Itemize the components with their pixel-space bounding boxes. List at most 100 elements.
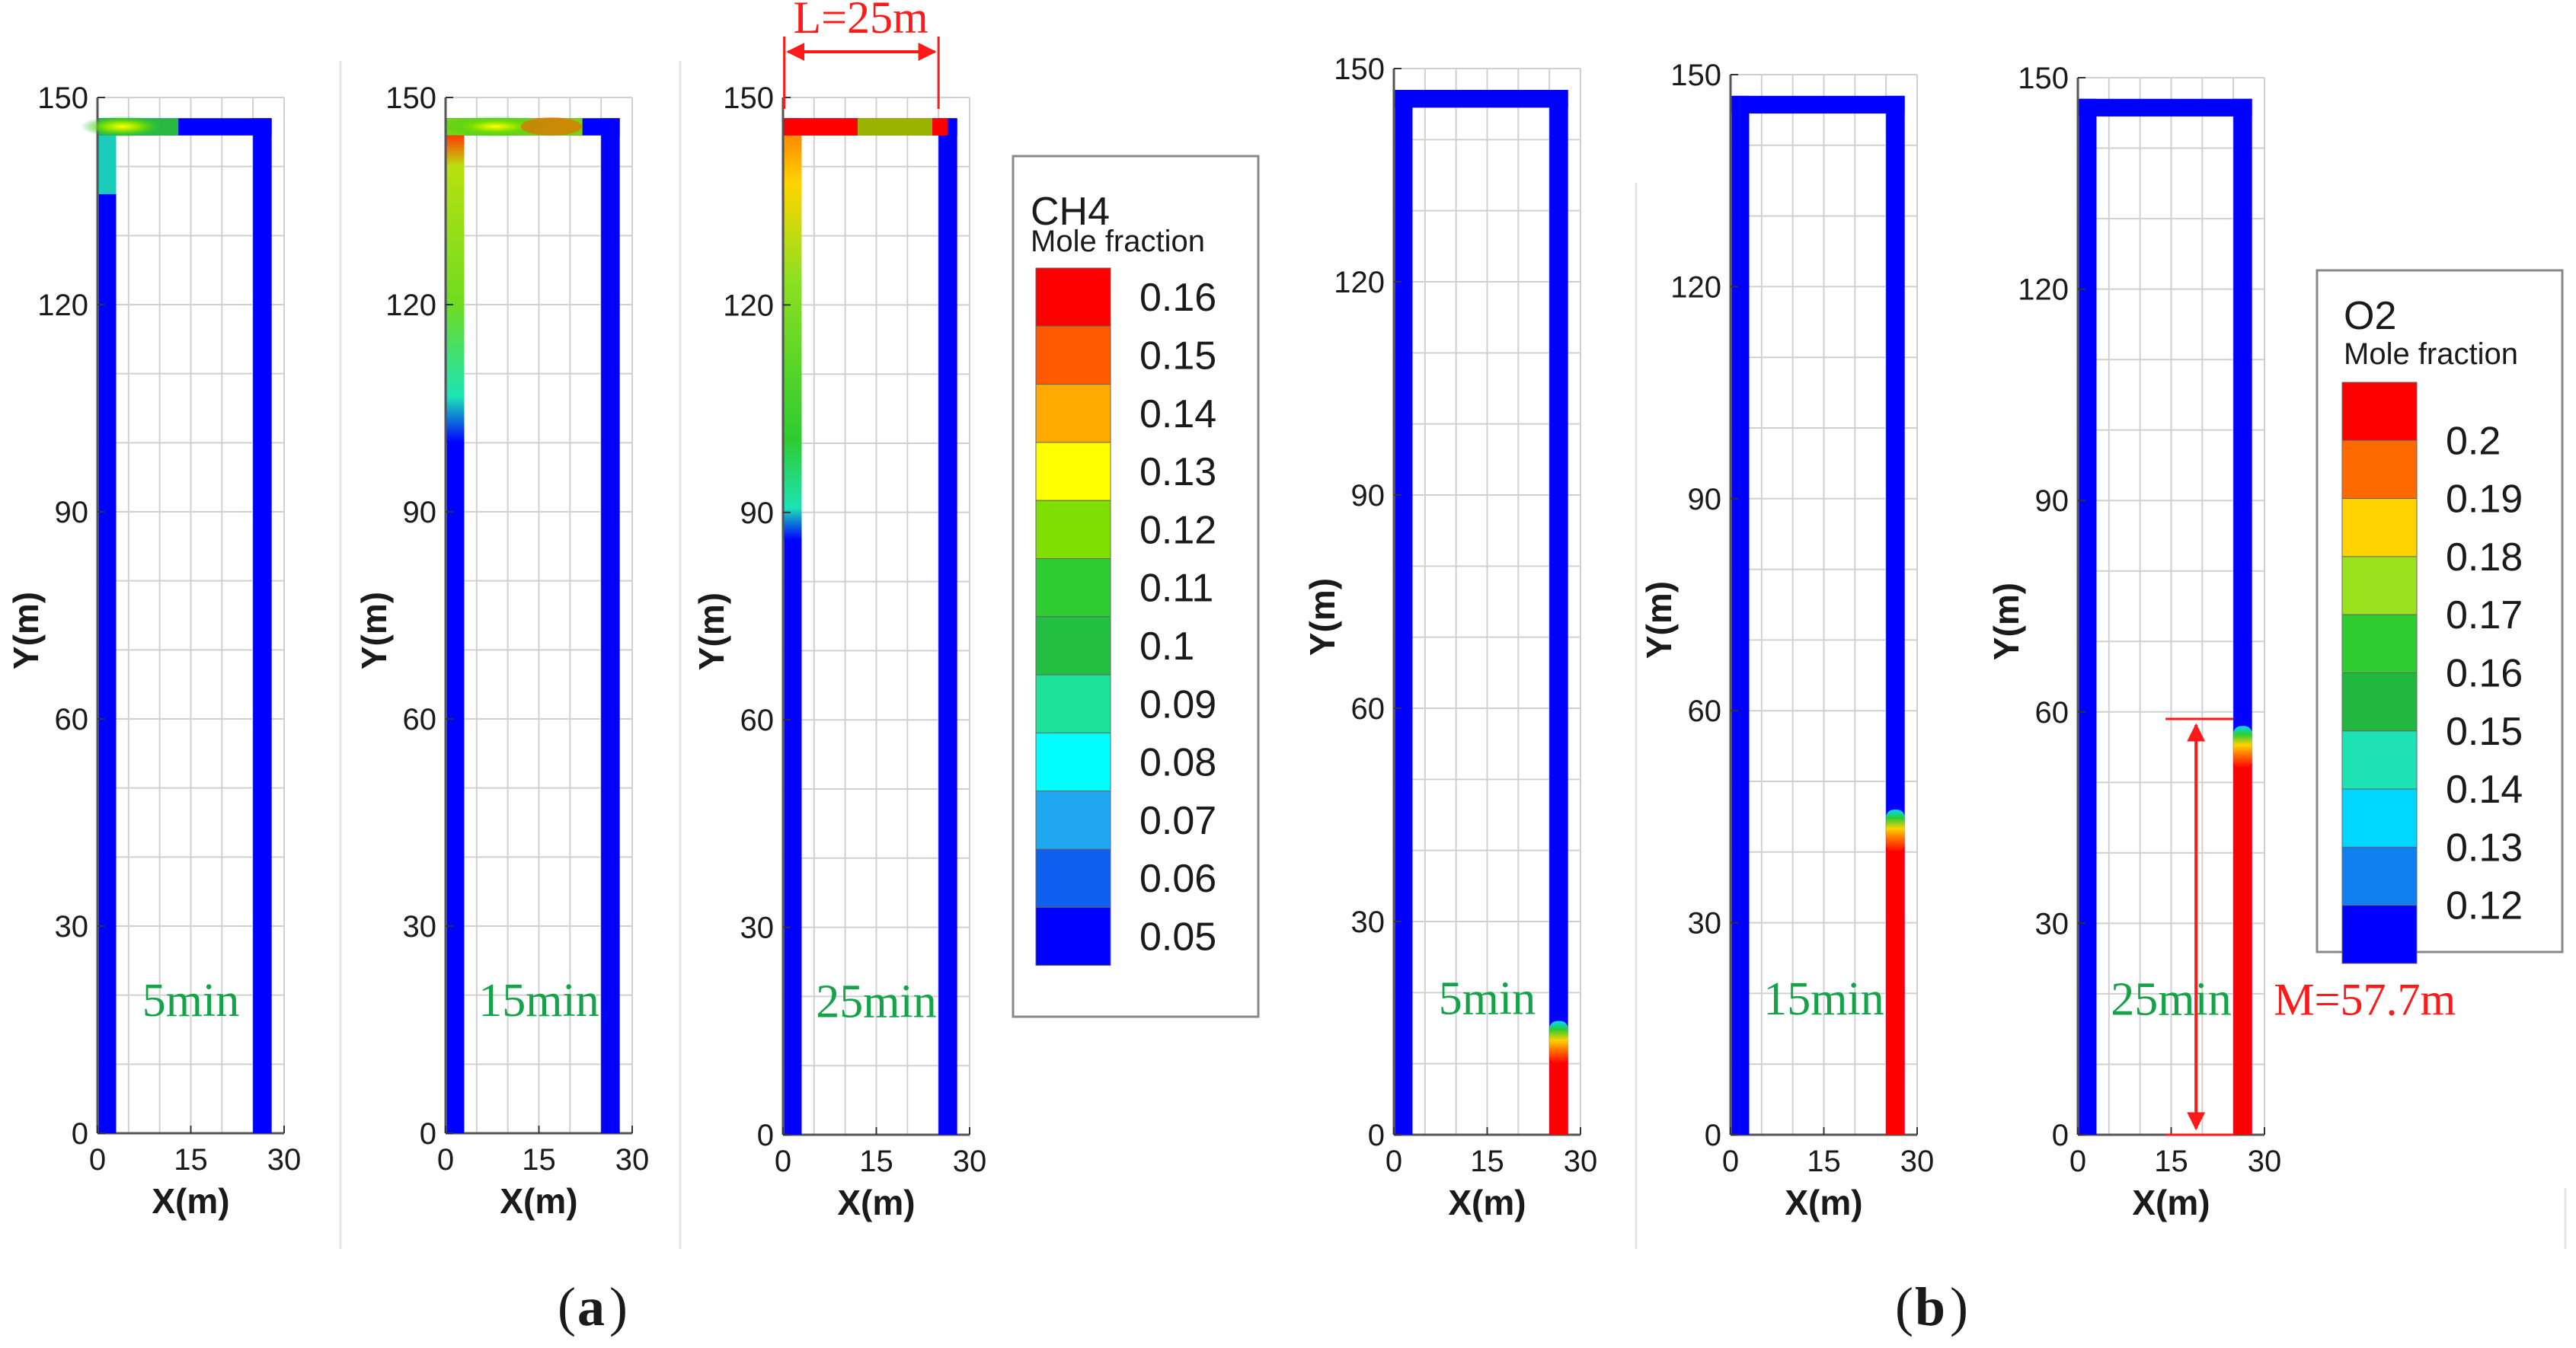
legend-swatch [1035, 442, 1111, 501]
legend-ch4-swatches: 0.16 0.15 0.14 0.13 0.12 0.11 0.1 0.09 0.08 0.07 0… [1035, 267, 1216, 966]
legend-level-label: 0.06 [1139, 857, 1216, 901]
tunnel-left-shaft [1731, 95, 1750, 1136]
legend-level-label: 0.16 [1139, 276, 1216, 320]
y-tick-label: 90 [2035, 484, 2069, 518]
y-axis-title: Y(m) [692, 593, 731, 670]
o2-front [2233, 726, 2252, 768]
o2-fresh-air [1886, 845, 1905, 1135]
legend-level-label: 0.05 [1139, 915, 1216, 959]
contour-plot: 0 15 30 0 30 60 90 120 150 X(m) Y(m) 5min [6, 81, 301, 1221]
tunnel-right-shaft [1549, 90, 1568, 1135]
legend-o2: O2 Mole fraction 0.2 0.19 0.18 0.17 0.16 0.15… [2316, 269, 2564, 964]
y-tick-label: 150 [723, 81, 774, 115]
y-tick-label: 30 [55, 910, 89, 944]
ch4-plume [80, 116, 165, 138]
legend-swatch [1035, 732, 1111, 792]
legend-swatch [2341, 846, 2418, 906]
svg-text:): ) [1950, 1276, 1968, 1337]
y-tick-label: 0 [2052, 1119, 2069, 1152]
legend-ch4: CH4 Mole fraction 0.160.150.140.130.120.… [1012, 155, 1260, 1018]
x-tick-label: 30 [615, 1143, 650, 1177]
y-tick-label: 30 [1688, 907, 1722, 941]
subfigure-label-b: ( b ) [1895, 1276, 1968, 1337]
y-tick-label: 150 [2018, 62, 2069, 95]
y-tick-label: 150 [1334, 53, 1385, 86]
legend-level-label: 0.17 [2446, 593, 2523, 637]
o2-front [1886, 810, 1905, 852]
y-tick-label: 150 [1670, 59, 1721, 92]
legend-level-label: 0.14 [1139, 392, 1216, 436]
tunnel-left-shaft [98, 118, 117, 1134]
x-tick-label: 30 [2248, 1145, 2282, 1178]
legend-swatch [1035, 500, 1111, 560]
y-tick-label: 90 [1688, 483, 1722, 516]
y-tick-label: 150 [37, 81, 88, 115]
x-tick-label: 30 [267, 1143, 302, 1177]
y-tick-label: 30 [740, 912, 775, 945]
tunnel-right-shaft [938, 118, 957, 1136]
x-tick-label: 15 [174, 1143, 208, 1177]
contour-plot: 0 15 30 0 30 60 90 120 150 X(m) Y(m) 15min [1639, 59, 1934, 1222]
y-tick-label: 60 [403, 703, 437, 736]
legend-level-label: 0.1 [1139, 624, 1194, 669]
y-tick-label: 30 [403, 910, 437, 944]
contour-plot: 0 15 30 0 30 60 90 120 150 X(m) Y(m) 25min M=57.7m [1986, 62, 2456, 1222]
legend-swatch [1035, 558, 1111, 618]
o2-front [1549, 1021, 1568, 1064]
legend-level-label: 0.18 [2446, 535, 2523, 580]
x-axis-title: X(m) [2132, 1183, 2210, 1222]
y-axis-title: Y(m) [1986, 583, 2026, 660]
tunnel-left-shaft [2079, 98, 2097, 1135]
legend-swatch [2341, 498, 2418, 557]
legend-o2-swatches: 0.2 0.19 0.18 0.17 0.16 0.15 0.14 0.13 0.12 [2341, 382, 2523, 964]
x-axis-title: X(m) [500, 1181, 577, 1221]
legend-level-label: 0.11 [1139, 567, 1213, 611]
y-axis-title: Y(m) [1302, 578, 1342, 656]
x-tick-label: 0 [89, 1143, 106, 1177]
legend-level-label: 0.08 [1139, 741, 1216, 785]
legend-level-label: 0.09 [1139, 682, 1216, 727]
y-axis-title: Y(m) [6, 592, 46, 669]
legend-swatch [1035, 267, 1111, 327]
subfigure-label-b-text: b [1915, 1276, 1945, 1337]
tunnel-top-roadway [1731, 95, 1905, 114]
legend-swatch [1035, 616, 1111, 676]
time-label: 15min [478, 975, 599, 1027]
tunnel-top-roadway [1395, 90, 1568, 108]
ch4-plume [858, 118, 932, 136]
y-tick-label: 60 [2035, 696, 2069, 730]
y-tick-label: 120 [723, 289, 774, 322]
o2-fresh-air [1549, 1056, 1568, 1135]
legend-ch4-subtitle: Mole fraction [1031, 225, 1205, 258]
legend-level-label: 0.13 [1139, 450, 1216, 494]
tunnel-right-shaft [601, 118, 620, 1134]
ch4-plume [98, 135, 117, 194]
tunnel-left-shaft [1395, 90, 1413, 1135]
x-tick-label: 0 [775, 1145, 791, 1178]
x-tick-label: 30 [953, 1145, 987, 1178]
time-label: 15min [1763, 973, 1884, 1025]
x-tick-label: 15 [1470, 1145, 1504, 1178]
x-tick-label: 0 [1385, 1145, 1402, 1178]
tunnel-top-roadway [2079, 98, 2252, 117]
y-tick-label: 60 [1688, 695, 1722, 728]
time-label: 5min [1439, 973, 1536, 1024]
legend-swatch [2341, 382, 2418, 441]
ch4-plume [446, 135, 465, 443]
height-annotation: M=57.7m [2274, 975, 2456, 1025]
y-tick-label: 0 [1368, 1119, 1385, 1152]
legend-level-label: 0.16 [2446, 652, 2523, 696]
time-label: 5min [142, 975, 239, 1027]
y-tick-label: 120 [37, 289, 88, 322]
y-tick-label: 150 [385, 81, 436, 115]
legend-level-label: 0.07 [1139, 799, 1216, 843]
legend-swatch [1035, 674, 1111, 733]
y-axis-title: Y(m) [1639, 581, 1679, 659]
svg-text:(: ( [558, 1276, 576, 1337]
legend-swatch [1035, 791, 1111, 850]
o2-fresh-air [2233, 761, 2252, 1135]
legend-swatch [2341, 439, 2418, 500]
svg-text:(: ( [1895, 1276, 1913, 1337]
legend-swatch [1035, 325, 1111, 385]
